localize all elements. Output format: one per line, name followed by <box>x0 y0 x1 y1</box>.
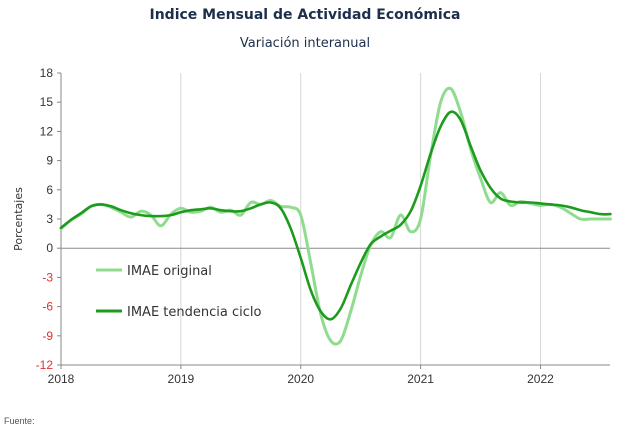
x-tick-label: 2020 <box>287 372 314 386</box>
y-tick-label: 9 <box>46 154 53 168</box>
y-axis-label: Porcentajes <box>12 187 25 251</box>
y-tick-label: 0 <box>46 241 53 255</box>
x-tick-label: 2019 <box>168 372 195 386</box>
y-tick-label: 3 <box>46 212 53 226</box>
chart-title: Indice Mensual de Actividad Económica <box>149 7 461 23</box>
legend-label-trend: IMAE tendencia ciclo <box>127 305 261 320</box>
y-tick-labels: 18 15 12 9 6 3 0 -3 -6 -9 -12 <box>36 66 61 372</box>
y-tick-label: 6 <box>46 183 53 197</box>
y-tick-label: 15 <box>40 95 54 109</box>
chart-subtitle: Variación interanual <box>239 36 371 51</box>
x-tick-label: 2018 <box>48 372 75 386</box>
y-tick-label: 18 <box>40 66 54 80</box>
axes <box>60 73 610 366</box>
y-tick-label: -12 <box>36 358 54 372</box>
x-tick-label: 2021 <box>407 372 434 386</box>
legend-label-original: IMAE original <box>127 264 212 279</box>
grid-lines <box>61 73 610 365</box>
x-tick-label: 2022 <box>527 372 554 386</box>
y-tick-label: -3 <box>42 270 53 284</box>
y-tick-label: -9 <box>42 329 53 343</box>
y-tick-label: -6 <box>42 300 53 314</box>
legend: IMAE original IMAE tendencia ciclo <box>96 264 261 320</box>
series-line-imae-tendencia-ciclo <box>59 110 612 321</box>
x-tick-labels: 2018 2019 2020 2021 2022 <box>48 365 554 386</box>
y-tick-label: 12 <box>40 124 54 138</box>
source-note: Fuente: <box>4 416 35 426</box>
series-lines <box>59 86 612 346</box>
